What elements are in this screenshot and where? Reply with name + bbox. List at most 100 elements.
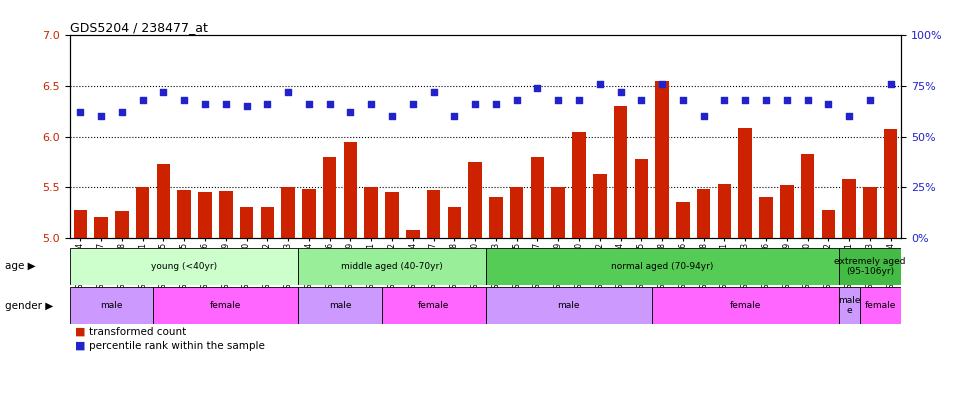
Point xyxy=(779,97,794,103)
Bar xyxy=(282,187,295,238)
Bar xyxy=(801,154,815,238)
Text: age ▶: age ▶ xyxy=(5,261,36,272)
Point xyxy=(488,101,504,107)
Point xyxy=(115,109,130,116)
Point xyxy=(592,81,608,87)
Bar xyxy=(153,287,298,324)
Bar xyxy=(427,190,440,238)
Bar xyxy=(364,187,378,238)
Text: female: female xyxy=(864,301,896,310)
Bar xyxy=(839,287,859,324)
Bar xyxy=(70,248,298,285)
Text: ■: ■ xyxy=(75,341,85,351)
Point xyxy=(862,97,878,103)
Point xyxy=(696,113,712,119)
Point xyxy=(135,97,151,103)
Bar xyxy=(486,248,839,285)
Bar xyxy=(136,187,150,238)
Point xyxy=(509,97,524,103)
Bar xyxy=(219,191,232,238)
Bar xyxy=(572,132,586,238)
Bar xyxy=(298,248,486,285)
Point xyxy=(467,101,483,107)
Text: female: female xyxy=(418,301,450,310)
Bar xyxy=(780,185,793,238)
Text: normal aged (70-94yr): normal aged (70-94yr) xyxy=(611,262,714,271)
Point xyxy=(322,101,338,107)
Point xyxy=(177,97,192,103)
Point xyxy=(301,101,317,107)
Point xyxy=(197,101,213,107)
Text: middle aged (40-70yr): middle aged (40-70yr) xyxy=(341,262,443,271)
Bar xyxy=(70,287,153,324)
Point xyxy=(239,103,254,109)
Text: young (<40yr): young (<40yr) xyxy=(151,262,218,271)
Bar xyxy=(884,129,897,238)
Text: male: male xyxy=(100,301,122,310)
Point xyxy=(654,81,670,87)
Bar xyxy=(843,179,855,238)
Bar xyxy=(697,189,711,238)
Point xyxy=(842,113,857,119)
Bar xyxy=(759,197,773,238)
Bar xyxy=(739,129,752,238)
Bar xyxy=(510,187,523,238)
Bar xyxy=(863,187,877,238)
Bar xyxy=(382,287,486,324)
Bar xyxy=(635,159,648,238)
Text: male
e: male e xyxy=(838,296,860,315)
Bar xyxy=(74,210,87,238)
Point xyxy=(613,89,628,95)
Bar xyxy=(298,287,382,324)
Text: female: female xyxy=(210,301,242,310)
Text: extremely aged
(95-106yr): extremely aged (95-106yr) xyxy=(834,257,906,276)
Bar xyxy=(652,287,839,324)
Point xyxy=(717,97,732,103)
Point xyxy=(259,101,275,107)
Bar xyxy=(821,210,835,238)
Text: GDS5204 / 238477_at: GDS5204 / 238477_at xyxy=(70,21,208,34)
Bar xyxy=(344,141,357,238)
Bar xyxy=(552,187,565,238)
Bar xyxy=(116,211,128,238)
Text: percentile rank within the sample: percentile rank within the sample xyxy=(89,341,265,351)
Bar xyxy=(240,208,253,238)
Bar xyxy=(178,190,191,238)
Text: gender ▶: gender ▶ xyxy=(5,301,53,311)
Bar xyxy=(323,157,336,238)
Point xyxy=(883,81,898,87)
Bar xyxy=(839,248,901,285)
Point xyxy=(281,89,296,95)
Point xyxy=(738,97,753,103)
Bar xyxy=(406,230,419,238)
Bar xyxy=(260,208,274,238)
Bar xyxy=(486,287,652,324)
Point xyxy=(385,113,400,119)
Text: ■: ■ xyxy=(75,327,85,337)
Point xyxy=(800,97,816,103)
Point xyxy=(155,89,171,95)
Point xyxy=(675,97,690,103)
Text: female: female xyxy=(729,301,761,310)
Point xyxy=(758,97,774,103)
Bar xyxy=(156,164,170,238)
Point xyxy=(343,109,358,116)
Bar xyxy=(676,202,689,238)
Bar xyxy=(593,174,607,238)
Point xyxy=(551,97,566,103)
Point xyxy=(218,101,234,107)
Point xyxy=(447,113,462,119)
Point xyxy=(426,89,442,95)
Bar xyxy=(859,287,901,324)
Bar xyxy=(655,81,669,238)
Point xyxy=(530,85,546,91)
Point xyxy=(405,101,420,107)
Bar xyxy=(302,189,316,238)
Point xyxy=(363,101,379,107)
Text: male: male xyxy=(557,301,580,310)
Point xyxy=(93,113,109,119)
Bar xyxy=(198,192,212,238)
Bar xyxy=(489,197,503,238)
Bar xyxy=(448,208,461,238)
Point xyxy=(571,97,586,103)
